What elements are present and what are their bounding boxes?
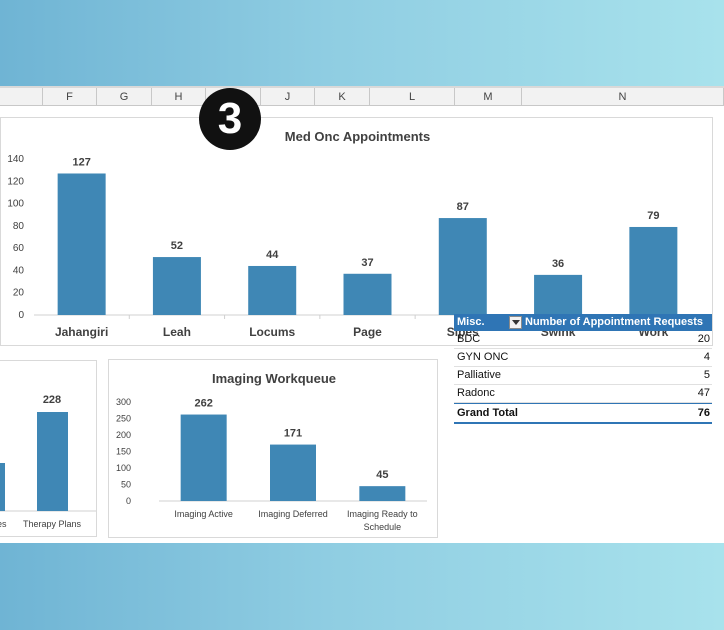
bar: [343, 273, 392, 315]
data-label: 45: [376, 469, 388, 481]
imaging-workqueue-chart[interactable]: Imaging Workqueue 0 50 100 150 200 250 300 262 I…: [108, 359, 438, 538]
category-label: Locums: [249, 325, 295, 339]
y-tick-label: 0: [126, 496, 131, 506]
y-tick-label: 0: [18, 310, 24, 321]
spreadsheet-area: F G H I J K L M N Med Onc Appointments 0…: [0, 86, 724, 543]
bar: [359, 486, 406, 501]
column-header-f[interactable]: F: [42, 88, 96, 106]
bar: [152, 257, 201, 315]
column-header-j[interactable]: J: [260, 88, 314, 106]
data-label: 87: [457, 201, 469, 213]
data-label: 262: [194, 398, 212, 410]
bar: [37, 412, 68, 511]
y-tick-label: 50: [121, 480, 131, 490]
data-label: 36: [552, 258, 564, 270]
data-label: 44: [266, 249, 279, 261]
y-tick-label: 300: [116, 397, 131, 407]
category-label: Leah: [163, 325, 191, 339]
row-value: 5: [703, 369, 710, 381]
bar: [534, 274, 583, 315]
row-value: 4: [703, 351, 710, 363]
row-label: GYN ONC: [457, 351, 509, 363]
column-header-k[interactable]: K: [314, 88, 369, 106]
category-label: Jahangiri: [55, 325, 108, 339]
y-tick-label: 200: [116, 430, 131, 440]
bar: [180, 414, 227, 501]
chart-title: Med Onc Appointments: [284, 129, 431, 144]
data-label: 52: [171, 240, 183, 252]
bar: [629, 226, 678, 315]
table-row[interactable]: BDC 20: [454, 331, 712, 349]
bar: [270, 444, 316, 501]
therapy-plans-chart[interactable]: 228 mies Therapy Plans: [0, 360, 97, 537]
therapy-plans-bar-chart: 228 mies Therapy Plans: [0, 394, 96, 529]
column-header-bar: F G H I J K L M N: [0, 86, 724, 106]
column-header-h[interactable]: H: [151, 88, 205, 106]
step-number-badge: 3: [199, 88, 261, 150]
row-value: 47: [697, 387, 710, 399]
column-header-n[interactable]: N: [521, 88, 724, 106]
data-label: 79: [647, 210, 659, 222]
pivot-header-row: Misc. Number of Appointment Requests: [454, 314, 712, 331]
column-header-l[interactable]: L: [369, 88, 454, 106]
y-tick-label: 140: [7, 154, 24, 165]
imaging-bar-chart: 0 50 100 150 200 250 300 262 Imaging Active 171 Im…: [116, 397, 427, 532]
data-label: 37: [361, 257, 373, 269]
y-tick-label: 80: [13, 221, 25, 232]
grand-total-label: Grand Total: [457, 407, 518, 419]
category-label: Imaging Active: [174, 509, 233, 519]
row-value: 20: [697, 333, 710, 345]
data-label: 171: [284, 428, 302, 440]
bar: [0, 463, 5, 511]
table-row[interactable]: Radonc 47: [454, 385, 712, 403]
grand-total-row[interactable]: Grand Total 76: [454, 403, 712, 424]
row-label: Palliative: [457, 369, 502, 381]
column-header-g[interactable]: G: [96, 88, 151, 106]
category-label: mies: [0, 519, 7, 529]
y-tick-label: 40: [13, 265, 25, 276]
y-tick-label: 20: [13, 288, 25, 299]
chart-title: Imaging Workqueue: [212, 371, 336, 386]
filter-icon[interactable]: [509, 316, 522, 329]
data-label: 127: [72, 156, 90, 168]
y-tick-label: 100: [116, 463, 131, 473]
med-onc-bar-chart: 0 20 40 60 80 100 120 140 127 Jahangiri 52 Leah 44 Lo…: [7, 154, 701, 339]
pivot-value-header: Number of Appointment Requests: [525, 316, 704, 328]
category-label: Schedule: [364, 522, 402, 532]
category-label: Therapy Plans: [23, 519, 82, 529]
misc-pivot-table: Misc. Number of Appointment Requests BDC…: [454, 314, 712, 424]
y-tick-label: 120: [7, 176, 24, 187]
category-label: Imaging Ready to: [347, 509, 418, 519]
table-row[interactable]: GYN ONC 4: [454, 349, 712, 367]
column-header-m[interactable]: M: [454, 88, 521, 106]
grand-total-value: 76: [697, 407, 710, 419]
category-label: Imaging Deferred: [258, 509, 328, 519]
y-tick-label: 150: [116, 447, 131, 457]
bar: [438, 218, 487, 315]
data-label: 228: [43, 394, 61, 406]
bar: [57, 173, 106, 315]
y-tick-label: 60: [13, 243, 25, 254]
row-label: Radonc: [457, 387, 495, 399]
y-tick-label: 250: [116, 414, 131, 424]
table-row[interactable]: Palliative 5: [454, 367, 712, 385]
y-tick-label: 100: [7, 199, 24, 210]
category-label: Page: [353, 325, 382, 339]
bar: [248, 265, 297, 315]
row-label: BDC: [457, 333, 481, 345]
med-onc-chart[interactable]: Med Onc Appointments 0 20 40 60 80 100 120 140 1…: [0, 117, 713, 346]
pivot-row-label-header: Misc.: [457, 316, 485, 328]
